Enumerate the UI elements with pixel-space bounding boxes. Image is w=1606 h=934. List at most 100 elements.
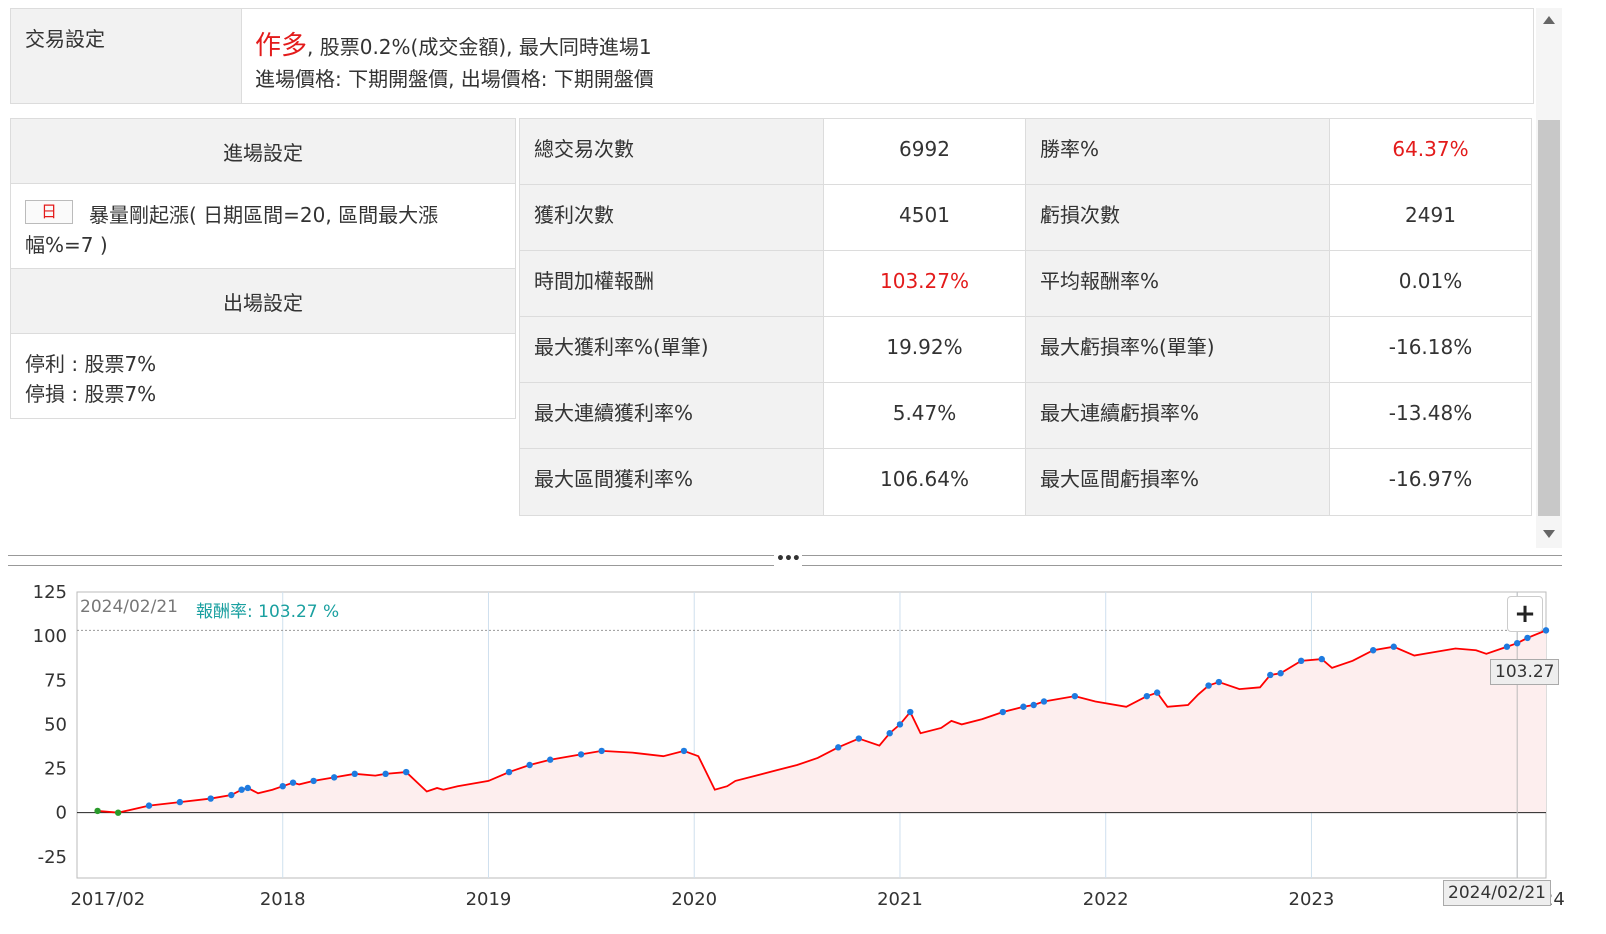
y-tick-label: 0: [56, 803, 67, 824]
data-point-marker: [1513, 639, 1521, 647]
y-tick-label: 75: [44, 670, 67, 691]
data-point-marker: [244, 784, 251, 792]
data-point-marker: [145, 802, 153, 809]
trade-settings-label: 交易設定: [25, 27, 105, 51]
splitter-grip-icon[interactable]: •••: [774, 551, 802, 567]
y-tick-label: 100: [33, 626, 67, 647]
stat-value: 106.64%: [824, 449, 1026, 515]
data-point-marker: [114, 809, 122, 816]
chart-header-return: 報酬率: 103.27 %: [196, 602, 340, 622]
stat-label: 虧損次數: [1026, 185, 1330, 250]
data-point-marker: [1503, 643, 1511, 650]
x-tick-label: 2022: [1083, 889, 1129, 910]
stat-label: 平均報酬率%: [1026, 251, 1330, 316]
scroll-down-arrow-icon[interactable]: [1543, 530, 1555, 538]
stop-loss-text: 停損 : 股票7%: [25, 382, 157, 406]
stat-label: 時間加權報酬: [520, 251, 824, 316]
x-tick-label: 2019: [466, 889, 512, 910]
data-point-marker: [1318, 655, 1325, 663]
data-point-marker: [1205, 682, 1212, 689]
stat-value: -16.97%: [1388, 467, 1473, 491]
data-point-marker: [999, 708, 1007, 716]
data-point-marker: [228, 791, 235, 799]
stat-value: -13.48%: [1388, 401, 1473, 425]
stat-label: 最大虧損率%(單筆): [1026, 317, 1330, 382]
data-point-marker: [1040, 698, 1048, 705]
stat-label: 總交易次數: [520, 119, 824, 184]
x-tick-label: 2021: [877, 889, 923, 910]
entry-settings-header: 進場設定: [11, 119, 515, 184]
x-tick-label: 2023: [1289, 889, 1335, 910]
stats-row: 獲利次數 4501 虧損次數 2491: [520, 185, 1531, 251]
stat-label: 勝率%: [1026, 119, 1330, 184]
take-profit-text: 停利 : 股票7%: [25, 352, 157, 376]
data-point-marker: [886, 730, 893, 737]
y-tick-label: 125: [33, 582, 67, 603]
stats-row: 最大區間獲利率% 106.64% 最大區間虧損率% -16.97%: [520, 449, 1531, 515]
data-point-marker: [94, 807, 101, 815]
data-point-marker: [1215, 678, 1223, 686]
y-tick-label: -25: [38, 847, 67, 868]
stat-value: 4501: [824, 185, 1026, 250]
x-tick-label: 2018: [260, 889, 306, 910]
stat-value: 64.37%: [1392, 137, 1469, 161]
stat-label: 最大區間虧損率%: [1026, 449, 1330, 515]
stats-row: 最大獲利率%(單筆) 19.92% 最大虧損率%(單筆) -16.18%: [520, 317, 1531, 383]
data-point-marker: [402, 768, 410, 776]
data-point-marker: [907, 708, 914, 716]
backtest-statistics-table: 總交易次數 6992 勝率% 64.37% 獲利次數 4501 虧損次數 2491 時間加權報酬…: [519, 118, 1532, 516]
trade-settings-line1: 作多, 股票0.2%(成交金額), 最大同時進場1: [255, 25, 652, 62]
data-point-marker: [310, 777, 317, 785]
last-value-label: 103.27: [1490, 659, 1560, 685]
chart-header-date: 2024/02/21: [80, 597, 178, 617]
stat-value: 5.47%: [824, 383, 1026, 448]
trade-direction: 作多: [255, 31, 308, 61]
scroll-up-arrow-icon[interactable]: [1543, 16, 1555, 24]
data-point-marker: [176, 798, 184, 806]
data-point-marker: [1030, 701, 1037, 709]
stat-value: 2491: [1405, 203, 1456, 227]
data-point-marker: [1524, 634, 1531, 642]
trade-settings-prices: 進場價格: 下期開盤價, 出場價格: 下期開盤價: [255, 67, 654, 91]
stats-row: 最大連續獲利率% 5.47% 最大連續虧損率% -13.48%: [520, 383, 1531, 449]
stat-label: 最大連續虧損率%: [1026, 383, 1330, 448]
entry-condition-text: 暴量剛起漲( 日期區間=20, 區間最大漲幅%=7 ): [25, 203, 439, 257]
data-point-marker: [207, 795, 214, 802]
trade-settings-label-cell: 交易設定: [11, 9, 242, 103]
stat-value: 103.27%: [824, 251, 1026, 316]
stat-label: 獲利次數: [520, 185, 824, 250]
data-point-marker: [1390, 643, 1397, 650]
data-point-marker: [279, 782, 286, 790]
panel-splitter[interactable]: •••: [8, 551, 1562, 567]
data-point-marker: [505, 768, 513, 776]
zoom-in-button[interactable]: +: [1507, 596, 1543, 632]
stat-label: 最大獲利率%(單筆): [520, 317, 824, 382]
data-point-marker: [1143, 692, 1151, 700]
trade-settings-panel: 交易設定 作多, 股票0.2%(成交金額), 最大同時進場1 進場價格: 下期開…: [10, 8, 1534, 104]
data-point-marker: [1071, 692, 1079, 700]
exit-settings-body: 停利 : 股票7% 停損 : 股票7%: [11, 334, 515, 418]
data-point-marker: [577, 751, 585, 758]
stat-value: 19.92%: [824, 317, 1026, 382]
day-period-badge: 日: [25, 200, 73, 224]
vertical-scrollbar[interactable]: [1536, 8, 1562, 548]
stat-value: -16.18%: [1388, 335, 1473, 359]
data-point-marker: [1020, 703, 1027, 710]
strategy-settings-panel: 進場設定 日 暴量剛起漲( 日期區間=20, 區間最大漲幅%=7 ) 出場設定 …: [10, 118, 516, 419]
scrollbar-thumb[interactable]: [1538, 120, 1560, 516]
exit-settings-header: 出場設定: [11, 269, 515, 334]
data-point-marker: [1267, 671, 1274, 679]
data-point-marker: [835, 744, 842, 751]
return-chart: 125 100 75 50 25 0 -25 2017/02 2018 2019 2020 2021 2…: [0, 570, 1606, 934]
data-point-marker: [855, 735, 863, 742]
y-tick-label: 50: [44, 714, 67, 735]
trade-settings-summary: , 股票0.2%(成交金額), 最大同時進場1: [307, 35, 652, 59]
cursor-date-label: 2024/02/21: [1443, 880, 1551, 906]
stat-value: 0.01%: [1398, 269, 1463, 293]
data-point-marker: [1369, 647, 1377, 654]
data-point-marker: [680, 747, 688, 755]
entry-settings-body: 日 暴量剛起漲( 日期區間=20, 區間最大漲幅%=7 ): [11, 184, 515, 269]
data-point-marker: [382, 770, 389, 778]
data-point-marker: [289, 779, 297, 786]
